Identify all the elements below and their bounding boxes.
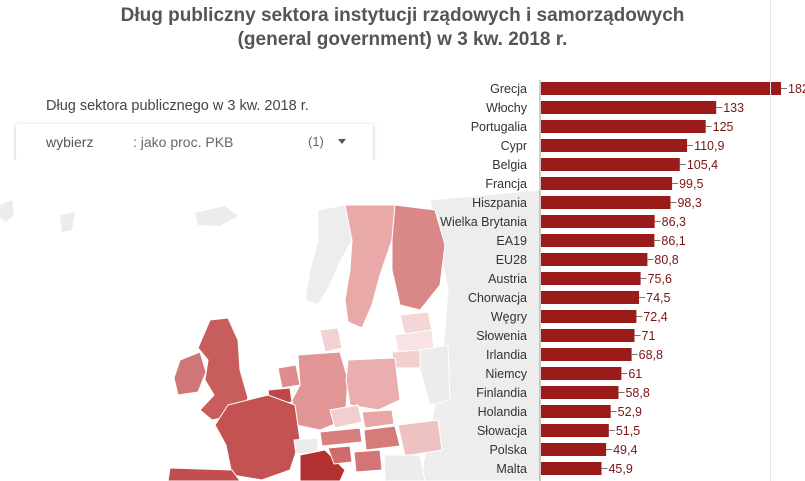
bar[interactable]: [541, 367, 622, 380]
data-label: 86,1: [661, 234, 685, 248]
data-label: 45,9: [608, 462, 632, 476]
category-label: Belgia: [492, 158, 527, 172]
bar[interactable]: [541, 120, 706, 133]
data-label: 61: [628, 367, 642, 381]
data-label: 110,9: [694, 139, 724, 153]
bar[interactable]: [541, 310, 637, 323]
category-label: Chorwacja: [468, 291, 527, 305]
data-label: 86,3: [662, 215, 686, 229]
chart-title: Dług publiczny sektora instytucji rządow…: [0, 4, 805, 52]
data-label: 74,5: [646, 291, 670, 305]
data-label: 51,5: [616, 424, 640, 438]
bar[interactable]: [541, 329, 635, 342]
category-label: Holandia: [478, 405, 527, 419]
bar[interactable]: [541, 196, 671, 209]
data-label: 105,4: [687, 158, 718, 172]
bar[interactable]: [541, 234, 655, 247]
category-label: Hiszpania: [472, 196, 527, 210]
category-label: Malta: [496, 462, 527, 476]
category-label: Finlandia: [476, 386, 527, 400]
category-label: Cypr: [501, 139, 527, 153]
bar[interactable]: [541, 348, 632, 361]
bar[interactable]: [541, 462, 602, 475]
category-label: Węgry: [491, 310, 528, 324]
bar[interactable]: [541, 215, 655, 228]
bar[interactable]: [541, 101, 717, 114]
bar[interactable]: [541, 291, 640, 304]
bar[interactable]: [541, 386, 619, 399]
measure-dropdown[interactable]: wybierz : jako proc. PKB (1): [16, 124, 373, 160]
data-label: 68,8: [639, 348, 663, 362]
bar[interactable]: [541, 424, 609, 437]
bar[interactable]: [541, 139, 688, 152]
category-label: Francja: [485, 177, 527, 191]
bar[interactable]: [541, 253, 648, 266]
data-label: 80,8: [654, 253, 678, 267]
dropdown-label: wybierz: [46, 134, 94, 150]
bar[interactable]: [541, 405, 611, 418]
data-label: 58,8: [625, 386, 649, 400]
data-label: 49,4: [613, 443, 637, 457]
data-label: 75,6: [648, 272, 672, 286]
data-label: 98,3: [677, 196, 701, 210]
bar[interactable]: [541, 158, 680, 171]
data-label: 72,4: [643, 310, 667, 324]
category-label: Słowenia: [476, 329, 527, 343]
category-label: Włochy: [486, 101, 528, 115]
data-label: 52,9: [618, 405, 642, 419]
category-label: Irlandia: [486, 348, 527, 362]
category-label: Polska: [489, 443, 527, 457]
category-label: EU28: [496, 253, 527, 267]
data-label: 125: [713, 120, 734, 134]
bar[interactable]: [541, 443, 607, 456]
category-label: Słowacja: [477, 424, 527, 438]
chevron-down-icon[interactable]: [338, 139, 346, 144]
category-label: Portugalia: [471, 120, 527, 134]
category-label: Austria: [488, 272, 527, 286]
data-label: 71: [642, 329, 656, 343]
category-label: Grecja: [490, 82, 527, 96]
category-label: Wielka Brytania: [440, 215, 527, 229]
bar[interactable]: [541, 82, 781, 95]
page-right-border: [770, 0, 771, 481]
chart-title-line-1: Dług publiczny sektora instytucji rządow…: [120, 5, 685, 26]
category-label: EA19: [496, 234, 527, 248]
dropdown-selected-value: : jako proc. PKB: [133, 134, 234, 150]
bar[interactable]: [541, 272, 641, 285]
data-label: 133: [723, 101, 744, 115]
category-label: Niemcy: [485, 367, 527, 381]
dropdown-count: (1): [308, 134, 324, 149]
map-panel-label: Dług sektora publicznego w 3 kw. 2018 r.: [46, 98, 309, 114]
data-label: 182,2: [788, 82, 805, 96]
chart-title-line-2: (general government) w 3 kw. 2018 r.: [237, 29, 568, 50]
bar[interactable]: [541, 177, 673, 190]
europe-choropleth-map[interactable]: [0, 160, 540, 481]
data-label: 99,5: [679, 177, 703, 191]
